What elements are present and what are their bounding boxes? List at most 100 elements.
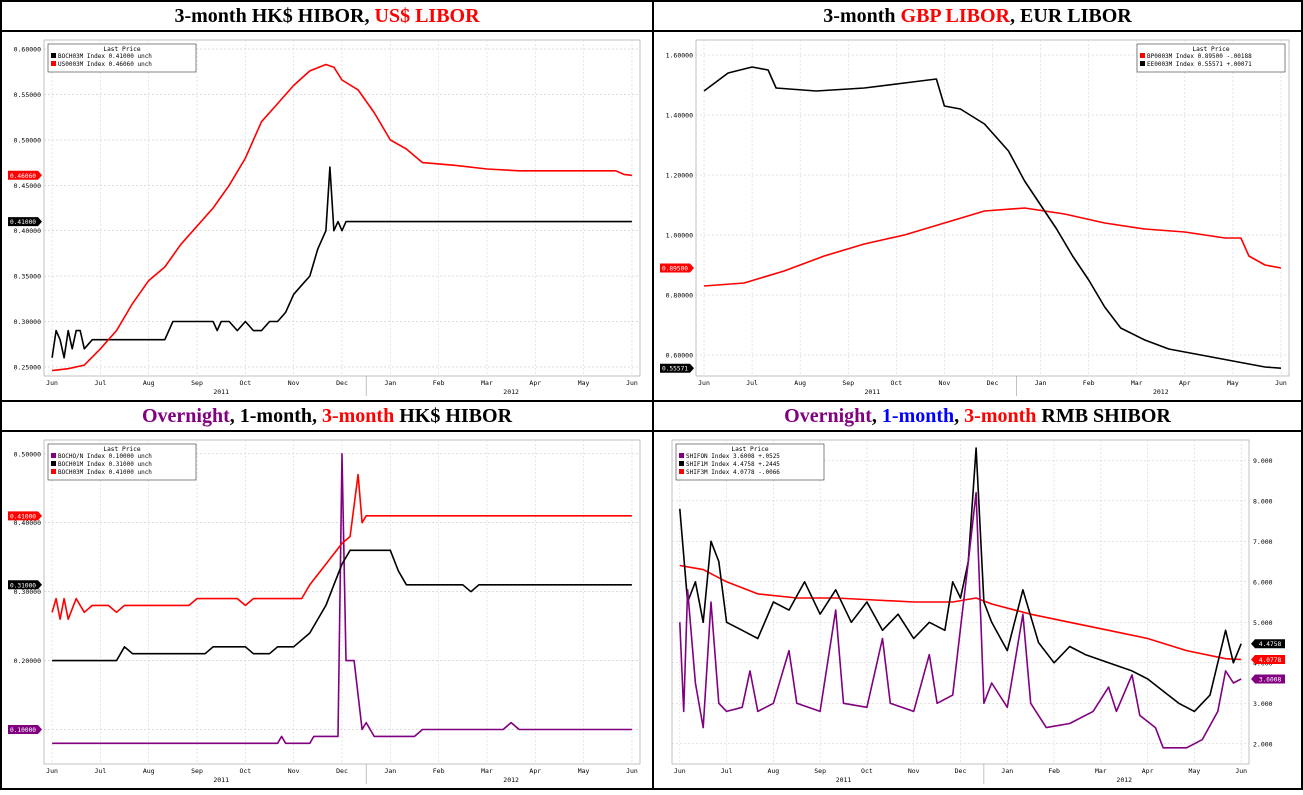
x-tick-label: Dec xyxy=(955,767,967,775)
legend-entry: SHIFON Index 3.6008 +.0525 xyxy=(686,453,780,460)
x-tick-label: Aug xyxy=(143,379,155,387)
chart-panel-1: 3-month HK$ HIBOR, US$ LIBOR 0.25000 0.300… xyxy=(0,0,654,402)
legend-swatch xyxy=(679,461,684,466)
last-value-tag xyxy=(8,580,42,590)
chart-title-part: RMB SHIBOR xyxy=(1036,405,1171,427)
y-tick-label: 1.20000 xyxy=(666,172,693,180)
last-value-label: 4.4758 xyxy=(1259,641,1282,648)
last-value-tag xyxy=(8,217,42,227)
x-tick-label: Dec xyxy=(336,767,348,775)
y-tick-label: 1.40000 xyxy=(666,112,693,120)
x-tick-label: Dec xyxy=(987,379,999,387)
series-line xyxy=(52,63,632,372)
chart-title-part: , 1-month, xyxy=(229,405,322,427)
series-line xyxy=(52,549,632,662)
x-tick-label: May xyxy=(1227,379,1239,387)
chart-title-part: 3-month xyxy=(321,405,395,427)
last-value-label: 0.31000 xyxy=(10,582,36,589)
y-tick-label: 0.40000 xyxy=(14,519,41,527)
chart-panel-2: 3-month GBP LIBOR, EUR LIBOR 0.60000 0.800… xyxy=(652,0,1303,402)
x-tick-label: Jun xyxy=(1235,767,1247,775)
chart-title-part: , xyxy=(871,405,882,427)
x-tick-label: Mar xyxy=(1131,379,1143,387)
legend-entry: BOCH03M Index 0.41000 unch xyxy=(58,53,152,60)
x-tick-label: Oct xyxy=(239,379,251,387)
y-tick-label: 3.000 xyxy=(1253,700,1273,708)
last-value-label: 4.0778 xyxy=(1259,657,1282,664)
legend-box xyxy=(47,443,197,481)
chart-panel-4: Overnight, 1-month, 3-month RMB SHIBOR 2.… xyxy=(652,400,1303,790)
x-tick-label: Sep xyxy=(191,767,203,775)
x-tick-label: Aug xyxy=(143,767,155,775)
legend-swatch xyxy=(51,469,56,474)
x-tick-label: Mar xyxy=(1095,767,1107,775)
x-tick-label: Apr xyxy=(1142,767,1154,775)
x-tick-label: Feb xyxy=(1083,379,1095,387)
x-tick-label: May xyxy=(578,379,590,387)
chart-plot: 0.60000 0.80000 1.00000 1.20000 1.40000 1.600… xyxy=(660,39,1290,396)
chart-title: Overnight, 1-month, 3-month RMB SHIBOR xyxy=(654,402,1301,432)
last-value-label: 0.10000 xyxy=(10,727,36,734)
y-tick-label: 5.000 xyxy=(1253,619,1273,627)
last-value-tag xyxy=(1251,639,1285,649)
legend-entry: BP0003M Index 0.89500 -.00188 xyxy=(1147,53,1252,60)
legend-entry: SHIF1M Index 4.4758 +.2445 xyxy=(686,461,780,468)
x-tick-label: Nov xyxy=(288,379,300,387)
x-tick-label: Feb xyxy=(433,379,445,387)
legend-title: Last Price xyxy=(1192,46,1230,53)
x-tick-label: Jun xyxy=(46,767,58,775)
year-label: 2012 xyxy=(503,776,519,784)
legend-title: Last Price xyxy=(103,446,141,453)
y-tick-label: 6.000 xyxy=(1253,578,1273,586)
year-label: 2012 xyxy=(1116,776,1132,784)
last-value-label: 0.41000 xyxy=(10,219,36,226)
chart-title: 3-month HK$ HIBOR, US$ LIBOR xyxy=(2,2,652,32)
year-label: 2012 xyxy=(503,388,519,396)
x-tick-label: Jun xyxy=(626,379,638,387)
chart-title: 3-month GBP LIBOR, EUR LIBOR xyxy=(654,2,1301,32)
series-line xyxy=(679,447,1242,713)
chart-title-part: , xyxy=(954,405,965,427)
chart-plot: 0.25000 0.30000 0.35000 0.40000 0.45000 0.500… xyxy=(8,39,641,396)
chart-title: Overnight, 1-month, 3-month HK$ HIBOR xyxy=(2,402,652,432)
legend-box xyxy=(47,43,197,73)
legend-entry: SHIF3M Index 4.0778 -.0066 xyxy=(686,469,780,476)
x-tick-label: Oct xyxy=(861,767,873,775)
legend-title: Last Price xyxy=(731,446,769,453)
y-tick-label: 0.55000 xyxy=(14,91,41,99)
x-tick-label: May xyxy=(1189,767,1201,775)
last-value-label: 0.46060 xyxy=(10,173,36,180)
x-tick-label: Jan xyxy=(1035,379,1047,387)
x-tick-label: Jan xyxy=(1001,767,1013,775)
last-value-tag xyxy=(1251,674,1285,684)
series-line xyxy=(703,66,1282,369)
legend-swatch xyxy=(51,53,56,58)
x-tick-label: Jul xyxy=(95,379,107,387)
x-tick-label: Apr xyxy=(529,379,541,387)
legend-swatch xyxy=(51,453,56,458)
x-tick-label: Aug xyxy=(767,767,779,775)
x-tick-label: Dec xyxy=(336,379,348,387)
series-line xyxy=(52,452,632,745)
legend-entry: EE0003M Index 0.55571 +.00071 xyxy=(1147,61,1252,68)
year-label: 2011 xyxy=(836,776,852,784)
y-tick-label: 1.60000 xyxy=(666,52,693,60)
legend-box xyxy=(1136,43,1286,73)
x-tick-label: Jan xyxy=(384,767,396,775)
chart-title-part: , xyxy=(364,5,375,27)
chart-plot: 2.0003.0004.0005.0006.0007.0008.0009.000… xyxy=(671,439,1285,784)
legend-entry: US0003M Index 0.46060 unch xyxy=(58,61,152,68)
legend-swatch xyxy=(51,61,56,66)
y-tick-label: 8.000 xyxy=(1253,497,1273,505)
x-tick-label: Nov xyxy=(288,767,300,775)
chart-title-part: GBP LIBOR xyxy=(900,5,1010,27)
y-tick-label: 0.25000 xyxy=(14,363,41,371)
x-tick-label: Jul xyxy=(95,767,107,775)
x-tick-label: Aug xyxy=(794,379,806,387)
last-value-label: 0.55571 xyxy=(662,366,688,373)
x-tick-label: Nov xyxy=(908,767,920,775)
legend-title: Last Price xyxy=(103,46,141,53)
year-label: 2012 xyxy=(1153,388,1169,396)
last-value-tag xyxy=(660,363,694,373)
chart-title-part: 3-month xyxy=(964,405,1037,427)
